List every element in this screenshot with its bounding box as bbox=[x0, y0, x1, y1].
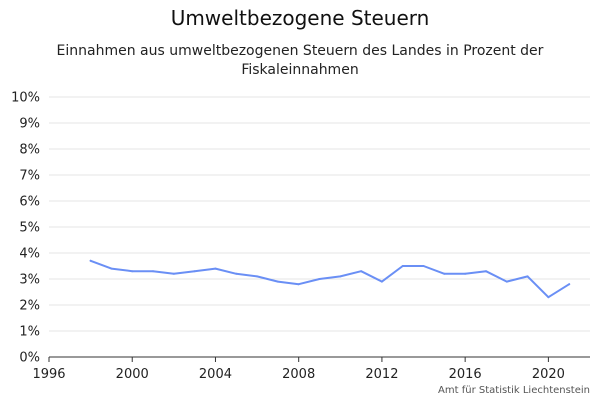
chart-subtitle: Einnahmen aus umweltbezogenen Steuern de… bbox=[56, 43, 544, 78]
data-point bbox=[276, 280, 279, 283]
data-point bbox=[568, 283, 571, 286]
data-point bbox=[235, 272, 238, 275]
y-tick-label: 9% bbox=[19, 117, 40, 132]
data-point bbox=[547, 296, 550, 299]
x-tick-label: 2012 bbox=[365, 367, 398, 382]
data-point bbox=[152, 270, 155, 273]
series-line bbox=[89, 259, 571, 299]
chart-title: Umweltbezogene Steuern bbox=[170, 6, 430, 30]
data-point bbox=[505, 280, 508, 283]
data-point bbox=[422, 265, 425, 267]
x-tick-label: 2004 bbox=[199, 367, 232, 382]
y-tick-label: 5% bbox=[19, 221, 40, 236]
y-tick-label: 4% bbox=[19, 247, 40, 262]
data-point bbox=[131, 270, 134, 273]
data-point bbox=[318, 278, 321, 280]
data-point bbox=[360, 270, 363, 273]
y-tick-label: 7% bbox=[19, 169, 40, 184]
x-tick-label: 1996 bbox=[32, 367, 65, 382]
x-tick-label: 2008 bbox=[282, 367, 315, 382]
source-credit: Amt für Statistik Liechtenstein bbox=[438, 385, 590, 396]
x-tick-label: 2020 bbox=[532, 367, 565, 382]
data-point bbox=[380, 280, 383, 283]
y-tick-label: 8% bbox=[19, 143, 40, 158]
y-tick-label: 10% bbox=[11, 91, 40, 106]
data-point bbox=[339, 275, 342, 278]
data-point bbox=[193, 270, 196, 273]
y-tick-label: 3% bbox=[19, 273, 40, 288]
data-point bbox=[464, 272, 467, 275]
data-point bbox=[256, 275, 259, 278]
x-tick-label: 2000 bbox=[116, 367, 149, 382]
data-point bbox=[89, 259, 92, 262]
data-point bbox=[401, 265, 404, 267]
data-point bbox=[484, 270, 487, 273]
data-point bbox=[297, 283, 300, 286]
y-tick-label: 1% bbox=[19, 325, 40, 340]
data-point bbox=[110, 267, 113, 270]
x-tick-label: 2016 bbox=[449, 367, 482, 382]
data-point bbox=[214, 267, 217, 270]
data-point bbox=[172, 272, 175, 275]
y-tick-label: 0% bbox=[19, 351, 40, 366]
y-tick-label: 6% bbox=[19, 195, 40, 210]
data-point bbox=[526, 275, 529, 278]
y-tick-label: 2% bbox=[19, 299, 40, 314]
data-point bbox=[443, 272, 446, 275]
